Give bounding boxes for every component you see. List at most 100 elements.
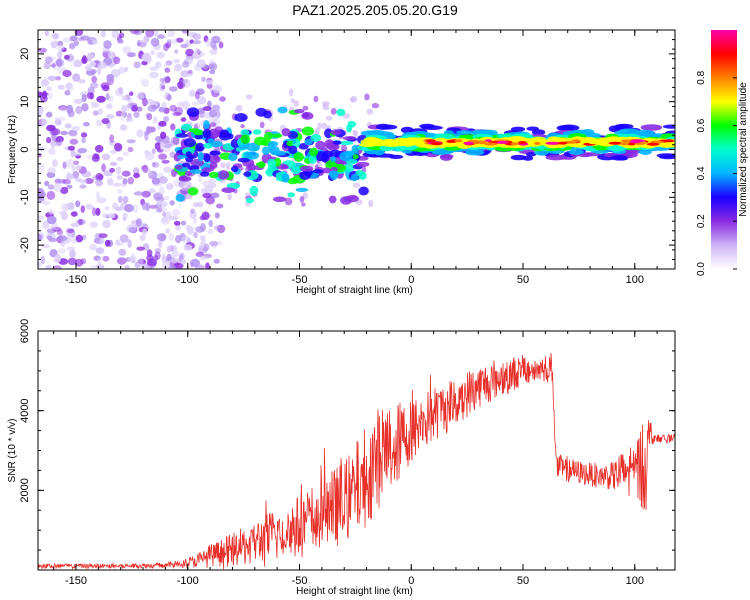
noise-blob <box>81 93 87 102</box>
noise-blob <box>51 63 56 68</box>
noise-blob <box>135 218 142 227</box>
noise-blob <box>58 106 68 112</box>
ridge-blob <box>324 139 335 149</box>
noise-blob <box>84 178 94 184</box>
ridge-blob <box>193 129 204 136</box>
noise-blob <box>152 161 160 168</box>
scatter-blob <box>366 108 374 115</box>
hot-core <box>534 141 541 145</box>
noise-blob <box>161 85 166 90</box>
noise-blob <box>47 184 55 190</box>
ridge-blob <box>358 171 367 180</box>
noise-blob <box>110 149 117 155</box>
band-blob <box>367 130 387 136</box>
noise-blob <box>208 240 219 247</box>
ridge-blob <box>308 154 317 164</box>
scatter-blob <box>364 93 370 101</box>
x-tick-label: 0 <box>408 274 414 286</box>
ridge-blob <box>356 161 370 167</box>
scatter-blob <box>322 103 328 108</box>
noise-blob <box>113 56 121 65</box>
noise-blob <box>64 90 71 96</box>
noise-blob <box>68 129 78 137</box>
noise-blob <box>197 96 207 105</box>
noise-blob <box>164 143 173 149</box>
band-blob <box>525 152 537 157</box>
x-tick-label: 0 <box>408 575 414 587</box>
noise-blob <box>205 262 210 269</box>
ridge-blob <box>300 165 314 172</box>
noise-blob <box>72 73 81 82</box>
noise-blob <box>192 33 202 40</box>
noise-blob <box>205 38 212 47</box>
noise-blob <box>98 233 108 239</box>
noise-blob <box>40 79 50 87</box>
noise-blob <box>91 154 100 162</box>
x-tick-label: -150 <box>65 274 87 286</box>
noise-blob <box>166 39 172 45</box>
noise-blob <box>61 211 69 221</box>
noise-blob <box>62 161 67 169</box>
noise-blob <box>43 76 48 84</box>
noise-blob <box>108 213 116 219</box>
noise-blob <box>129 91 134 96</box>
noise-blob <box>194 47 201 55</box>
hot-core <box>476 140 488 144</box>
noise-blob <box>89 82 99 89</box>
hot-core <box>496 140 509 144</box>
scatter-blob <box>349 97 356 103</box>
noise-blob <box>60 130 69 136</box>
noise-blob <box>66 228 75 234</box>
hot-core <box>430 142 443 146</box>
noise-blob <box>50 40 60 47</box>
noise-blob <box>55 58 65 67</box>
noise-blob <box>181 100 190 110</box>
band-blob <box>614 130 628 135</box>
noise-blob <box>159 82 166 92</box>
ridge-blob <box>273 196 287 203</box>
noise-blob <box>48 225 57 231</box>
noise-blob <box>158 153 168 160</box>
noise-blob <box>171 208 181 217</box>
ridge-blob <box>328 195 337 204</box>
ridge-blob <box>288 145 298 155</box>
noise-blob <box>47 167 57 174</box>
noise-blob <box>124 204 134 213</box>
ridge-blob <box>187 187 199 196</box>
noise-blob <box>199 235 206 241</box>
noise-blob <box>196 59 206 68</box>
noise-blob <box>166 245 171 253</box>
noise-blob <box>148 188 156 194</box>
y-tick-label: 0 <box>19 146 31 152</box>
ridge-blob <box>194 134 203 140</box>
noise-blob <box>62 178 71 185</box>
noise-blob <box>175 37 184 43</box>
noise-blob <box>161 101 167 109</box>
colorbar-tick-label: 0.8 <box>696 70 707 84</box>
y-tick-label: -10 <box>19 189 31 205</box>
ridge-blob <box>246 142 261 152</box>
noise-blob <box>181 30 189 34</box>
noise-blob <box>77 148 88 154</box>
ridge-blob <box>252 129 262 135</box>
noise-blob <box>163 196 170 201</box>
noise-blob <box>209 48 218 56</box>
noise-blob <box>124 104 132 111</box>
colorbar-label: Normalized spectral amplitude <box>738 82 749 217</box>
hot-core <box>518 141 527 144</box>
ridge-blob <box>267 141 275 151</box>
noise-blob <box>72 61 82 68</box>
noise-blob <box>95 119 103 127</box>
snr-series-line <box>38 352 675 570</box>
ridge-blob <box>249 185 259 196</box>
noise-blob <box>130 253 136 261</box>
noise-blob <box>115 166 122 175</box>
x-axis-label: Height of straight line (km) <box>296 285 413 296</box>
scatter-blob <box>192 202 199 208</box>
band-blob <box>440 153 453 161</box>
noise-blob <box>181 235 191 244</box>
noise-blob <box>180 220 187 226</box>
noise-blob <box>38 215 44 220</box>
noise-blob <box>174 49 179 54</box>
